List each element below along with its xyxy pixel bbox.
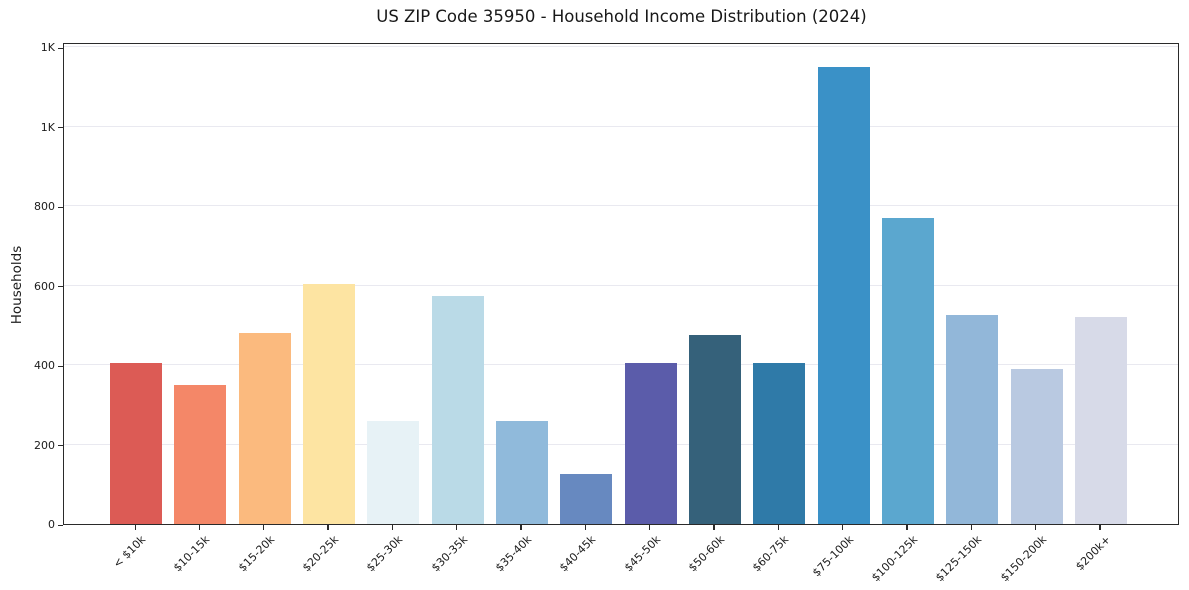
x-tick-label: $40-45k [557, 533, 599, 575]
x-tick-label: $25-30k [364, 533, 406, 575]
bar-10-15k [174, 384, 227, 524]
gridline [64, 205, 1178, 207]
y-tick-mark [58, 47, 63, 49]
x-tick-label: $10-15k [171, 533, 213, 575]
x-tick-mark [777, 525, 780, 530]
x-tick-mark [134, 525, 136, 530]
bar-100-125k [881, 218, 934, 524]
x-tick-label: $45-50k [621, 533, 663, 575]
x-tick-mark [456, 525, 458, 530]
bar-125-150k [946, 315, 999, 524]
x-tick-label: $75-100k [809, 533, 856, 580]
x-tick-mark [713, 525, 715, 530]
x-tick-label: $30-35k [428, 533, 470, 575]
x-tick-label: $50-60k [685, 533, 728, 575]
y-tick-label: 800 [34, 200, 55, 214]
bar-40-45k [560, 474, 613, 524]
x-tick-mark [1035, 525, 1037, 530]
y-tick-label: 400 [34, 359, 55, 373]
x-tick-label: $15-20k [235, 533, 277, 575]
x-tick-mark [520, 525, 522, 530]
bar-60-75k [753, 363, 806, 524]
x-tick-label: $100-125k [868, 533, 921, 585]
bar-75-100k [817, 67, 870, 524]
bar-50-60k [688, 335, 741, 524]
y-tick-mark [58, 127, 63, 129]
x-tick-label: $125-150k [933, 533, 985, 585]
bar-15-20k [238, 333, 291, 524]
bar-150-200k [1010, 369, 1063, 524]
bar-35-40k [495, 420, 548, 524]
gridline [64, 46, 1178, 48]
x-tick-label: < $10k [110, 533, 149, 571]
bar-25-30k [367, 420, 420, 524]
x-tick-mark [970, 525, 973, 530]
y-tick-label: 1K [40, 41, 55, 55]
y-tick-mark [58, 524, 63, 526]
x-tick-mark [906, 525, 908, 530]
gridline [64, 284, 1178, 286]
y-tick-mark [58, 206, 63, 208]
y-tick-label: 600 [34, 279, 55, 293]
x-tick-label: $35-40k [492, 533, 535, 575]
x-tick-label: $60-75k [750, 533, 792, 575]
x-tick-mark [263, 525, 265, 530]
y-tick-mark [58, 445, 63, 447]
x-tick-mark [584, 525, 587, 530]
x-tick-label: $20-25k [299, 533, 342, 575]
y-tick-label: 0 [48, 518, 55, 531]
x-tick-label: $150-200k [997, 533, 1049, 585]
x-tick-mark [842, 525, 844, 530]
y-tick-label: 1K [40, 120, 55, 134]
x-tick-label: $200k+ [1073, 533, 1114, 574]
gridline [64, 364, 1178, 366]
plot-area [63, 43, 1179, 525]
bar-10k [110, 363, 162, 524]
x-tick-mark [327, 525, 329, 530]
y-tick-label: 200 [34, 438, 55, 452]
x-tick-mark [1099, 525, 1101, 530]
x-tick-mark [391, 525, 394, 530]
x-tick-mark [198, 525, 201, 530]
bar-20-25k [302, 283, 355, 524]
x-tick-mark [649, 525, 651, 530]
gridline [64, 443, 1178, 445]
y-tick-mark [58, 286, 63, 288]
gridline [64, 125, 1178, 127]
chart-title: US ZIP Code 35950 - Household Income Dis… [376, 7, 867, 26]
bar-200k [1074, 317, 1127, 524]
y-tick-mark [58, 365, 63, 367]
bar-30-35k [431, 295, 484, 524]
bar-45-50k [624, 363, 677, 524]
